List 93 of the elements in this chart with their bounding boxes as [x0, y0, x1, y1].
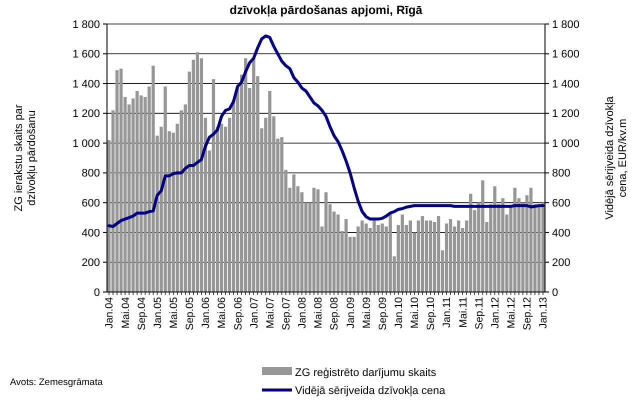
bar	[344, 219, 348, 292]
bar	[115, 70, 119, 292]
bar	[212, 79, 216, 292]
bar	[360, 220, 364, 292]
x-tick-label: Jan.08	[296, 296, 309, 329]
bar	[493, 186, 496, 292]
bar	[420, 216, 424, 292]
y2-tick-label: 0	[552, 286, 558, 299]
x-tick-label: Mai.10	[409, 296, 422, 329]
bar	[324, 192, 328, 292]
y2-tick-label: 1 200	[552, 108, 580, 120]
x-tick-label: Jan.10	[393, 296, 406, 329]
bar	[537, 206, 541, 292]
x-tick-label: Jan.05	[152, 296, 164, 329]
bar	[448, 219, 452, 292]
x-tick-label: Sep.07	[280, 296, 292, 330]
x-tick-label: Jan.04	[104, 296, 116, 329]
bar	[469, 194, 472, 292]
bar	[136, 91, 139, 292]
y-tick-label: 0	[94, 286, 100, 299]
bar	[364, 224, 368, 292]
x-tick-label: Sep.06	[232, 296, 244, 330]
bar	[436, 216, 440, 292]
y-tick-label: 1 400	[72, 78, 100, 90]
x-tick-label: Sep.05	[184, 296, 196, 330]
bar	[312, 188, 316, 292]
bar	[292, 174, 296, 292]
bar	[336, 214, 340, 292]
bar	[481, 180, 484, 292]
x-tick-label: Jan.11	[441, 296, 454, 328]
x-tick-label: Mai.12	[506, 296, 518, 329]
y2-axis-title: Vidējā sērijveida dzīvokļa cena, EUR/kv.m	[604, 95, 629, 220]
y-tick-label: 600	[82, 198, 100, 210]
bar	[388, 214, 392, 292]
x-tick-label: Jan.13	[538, 296, 550, 329]
x-tick-label: Mai.05	[168, 296, 180, 329]
x-tick-label: Mai.04	[120, 296, 132, 329]
bar	[428, 220, 432, 292]
y-tick-label: 1 600	[72, 48, 100, 61]
bar	[501, 198, 504, 292]
bar	[152, 66, 155, 292]
x-tick-label: Sep.08	[328, 296, 341, 330]
bar	[196, 52, 200, 292]
x-tick-label: Sep.04	[136, 296, 148, 330]
bar	[268, 91, 272, 292]
x-tick-label: Mai.11	[457, 296, 470, 328]
y2-tick-label: 400	[552, 227, 570, 240]
bar	[164, 86, 167, 292]
bar	[380, 224, 384, 292]
y2-tick-label: 200	[552, 257, 570, 270]
bar	[244, 58, 248, 292]
x-tick-label: Jan.12	[489, 296, 502, 329]
x-tick-label: Mai.07	[264, 296, 276, 329]
y2-tick-label: 1 800	[552, 18, 580, 31]
y-tick-label: 1 800	[72, 18, 100, 31]
legend-label: Vidējā sērijveida dzīvokļa cena	[295, 384, 446, 397]
y2-tick-label: 1 600	[552, 48, 580, 61]
y-tick-label: 1 200	[72, 108, 100, 120]
x-tick-label: Sep.09	[376, 296, 389, 330]
y-tick-label: 800	[82, 168, 100, 180]
bar	[529, 188, 533, 292]
bar	[316, 189, 320, 292]
chart-title: dzīvokļa pārdošanas apjomi, Rīgā	[230, 3, 423, 17]
bar	[220, 124, 224, 292]
x-tick-label: Sep.12	[522, 296, 534, 330]
x-tick-label: Sep.11	[473, 296, 486, 330]
legend-label: ZG reģistrēto darījumu skaits	[295, 366, 437, 379]
x-tick-label: Mai.08	[312, 296, 325, 329]
x-tick-label: Sep.10	[425, 296, 438, 330]
y2-tick-label: 1 000	[552, 138, 580, 150]
bar	[252, 58, 256, 292]
bar	[119, 68, 123, 292]
bar	[280, 137, 284, 292]
bar	[140, 95, 143, 292]
bar	[513, 188, 516, 292]
bar	[457, 220, 460, 292]
x-tick-label: Jan.07	[248, 296, 260, 329]
y2-tick-label: 1 400	[552, 78, 580, 90]
y-axis-title: ZG ierakstu skaits par dzīvokļu pārdošanu	[13, 104, 38, 212]
bar	[372, 220, 376, 292]
y-tick-label: 200	[82, 257, 100, 270]
x-tick-label: Mai.06	[216, 296, 228, 329]
bar	[541, 202, 545, 292]
x-tick-label: Mai.09	[360, 296, 373, 329]
y2-tick-label: 600	[552, 198, 570, 210]
x-tick-label: Jan.09	[344, 296, 357, 329]
y-tick-label: 400	[82, 227, 100, 240]
y2-tick-label: 800	[552, 168, 570, 180]
bar	[408, 220, 412, 292]
text: Avots: Zemesgrāmata	[10, 377, 104, 388]
y-tick-label: 1 000	[72, 138, 100, 150]
x-tick-label: Jan.06	[200, 296, 212, 329]
bar	[400, 214, 404, 292]
